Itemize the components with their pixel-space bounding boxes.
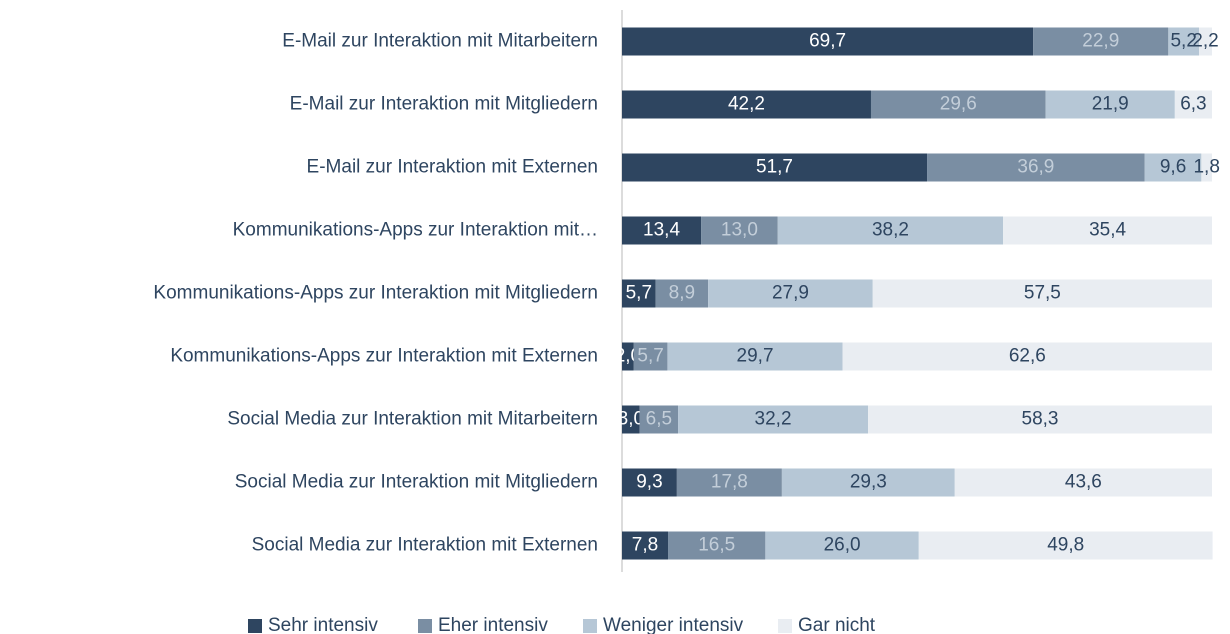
bar-segment bbox=[622, 279, 656, 308]
value-label: 8,9 bbox=[669, 283, 695, 304]
value-label: 58,3 bbox=[1022, 409, 1059, 430]
bar-segment bbox=[781, 468, 955, 497]
value-label: 36,9 bbox=[1017, 157, 1054, 178]
value-label: 5,7 bbox=[637, 346, 663, 367]
value-label: 9,3 bbox=[636, 472, 662, 493]
bar-segment bbox=[667, 342, 843, 371]
legend-label: Weniger intensiv bbox=[603, 615, 744, 634]
bar-segment bbox=[918, 531, 1213, 560]
value-label: 2,2 bbox=[1192, 31, 1218, 52]
value-label: 5,2 bbox=[1170, 31, 1196, 52]
legend-label: Sehr intensiv bbox=[268, 615, 378, 634]
value-label: 49,8 bbox=[1047, 535, 1084, 556]
bar-segment bbox=[622, 342, 634, 371]
bar-segment bbox=[1003, 216, 1212, 245]
legend-label: Eher intensiv bbox=[438, 615, 548, 634]
value-label: 38,2 bbox=[872, 220, 909, 241]
value-label: 13,0 bbox=[721, 220, 758, 241]
bar-segment bbox=[954, 468, 1212, 497]
value-label: 32,2 bbox=[755, 409, 792, 430]
value-label: 26,0 bbox=[824, 535, 861, 556]
value-label: 51,7 bbox=[756, 157, 793, 178]
bar-segment bbox=[639, 405, 679, 434]
value-label: 17,8 bbox=[711, 472, 748, 493]
legend-swatch bbox=[248, 619, 262, 633]
bar-segment bbox=[622, 153, 928, 182]
value-label: 13,4 bbox=[643, 220, 680, 241]
value-label: 27,9 bbox=[772, 283, 809, 304]
bar-segment bbox=[622, 468, 677, 497]
category-label: Social Media zur Interaktion mit Mitglie… bbox=[235, 472, 598, 493]
value-label: 3,0 bbox=[618, 409, 644, 430]
bar-segment bbox=[1045, 90, 1175, 119]
category-label: Social Media zur Interaktion mit Mitarbe… bbox=[227, 409, 598, 430]
category-label: E-Mail zur Interaktion mit Externen bbox=[307, 157, 598, 178]
bar-segment bbox=[1033, 27, 1169, 56]
bar-segment bbox=[765, 531, 919, 560]
value-label: 29,3 bbox=[850, 472, 887, 493]
bar-segment bbox=[622, 27, 1034, 56]
category-label: Kommunikations-Apps zur Interaktion mit … bbox=[170, 346, 598, 367]
bar-segment bbox=[622, 405, 640, 434]
value-label: 43,6 bbox=[1065, 472, 1102, 493]
value-label: 1,8 bbox=[1193, 157, 1219, 178]
value-label: 29,7 bbox=[737, 346, 774, 367]
bar-segment bbox=[842, 342, 1212, 371]
value-label: 16,5 bbox=[698, 535, 735, 556]
category-label: E-Mail zur Interaktion mit Mitarbeitern bbox=[282, 31, 598, 52]
value-label: 57,5 bbox=[1024, 283, 1061, 304]
bar-segment bbox=[633, 342, 668, 371]
bar-segment bbox=[868, 405, 1212, 434]
value-label: 42,2 bbox=[728, 94, 765, 115]
value-label: 7,8 bbox=[632, 535, 658, 556]
bar-segment bbox=[622, 531, 669, 560]
category-label: Social Media zur Interaktion mit Externe… bbox=[252, 535, 598, 556]
bar-segment bbox=[701, 216, 778, 245]
bar-segment bbox=[870, 90, 1046, 119]
bar-segment bbox=[927, 153, 1145, 182]
bar-segment bbox=[708, 279, 873, 308]
bar-segment bbox=[622, 216, 702, 245]
bar-segment bbox=[1201, 153, 1212, 182]
legend-label: Gar nicht bbox=[798, 615, 876, 634]
value-label: 6,5 bbox=[646, 409, 672, 430]
bar-segment bbox=[872, 279, 1212, 308]
value-label: 5,7 bbox=[626, 283, 652, 304]
bar-segment bbox=[668, 531, 766, 560]
legend-swatch bbox=[418, 619, 432, 633]
value-label: 62,6 bbox=[1009, 346, 1046, 367]
value-label: 69,7 bbox=[809, 31, 846, 52]
legend-swatch bbox=[583, 619, 597, 633]
category-label: E-Mail zur Interaktion mit Mitgliedern bbox=[290, 94, 598, 115]
bar-segment bbox=[1199, 27, 1212, 56]
bar-segment bbox=[1174, 90, 1212, 119]
value-label: 6,3 bbox=[1180, 94, 1206, 115]
bar-segment bbox=[678, 405, 869, 434]
value-label: 35,4 bbox=[1089, 220, 1126, 241]
value-label: 9,6 bbox=[1160, 157, 1186, 178]
legend-swatch bbox=[778, 619, 792, 633]
bar-segment bbox=[1168, 27, 1200, 56]
bar-segment bbox=[655, 279, 709, 308]
category-label: Kommunikations-Apps zur Interaktion mit … bbox=[153, 283, 598, 304]
value-label: 22,9 bbox=[1082, 31, 1119, 52]
category-label: Kommunikations-Apps zur Interaktion mit… bbox=[233, 220, 598, 241]
bar-segment bbox=[777, 216, 1004, 245]
bar-segment bbox=[1144, 153, 1202, 182]
bar-segment bbox=[622, 90, 871, 119]
value-label: 21,9 bbox=[1092, 94, 1129, 115]
value-label: 29,6 bbox=[940, 94, 977, 115]
bar-segment bbox=[676, 468, 782, 497]
